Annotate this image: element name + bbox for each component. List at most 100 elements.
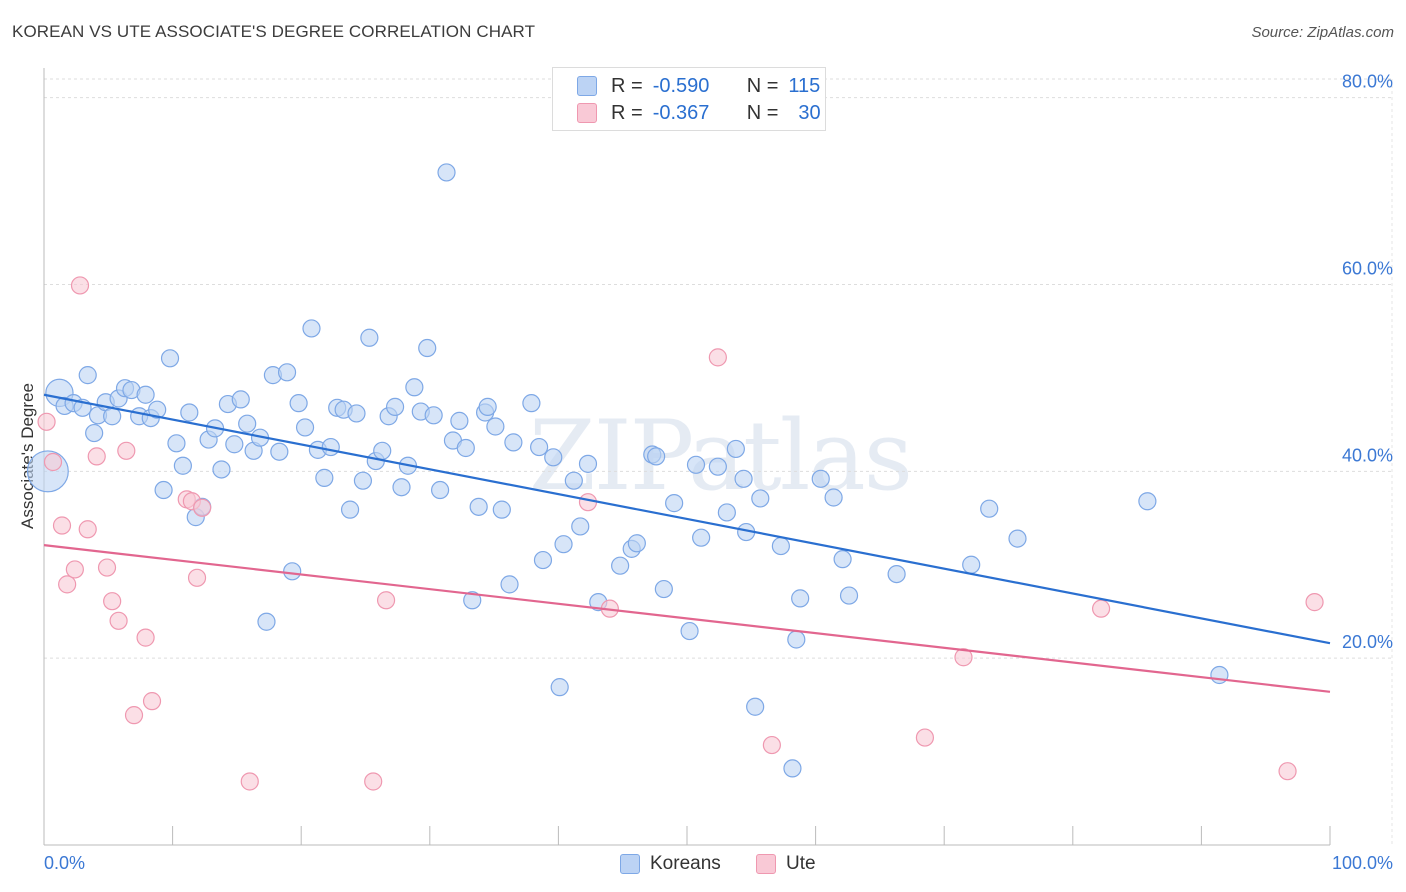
ute-trend-line	[43, 544, 1331, 693]
ute-point	[762, 735, 781, 755]
ute-point	[954, 648, 973, 667]
korean-point	[385, 397, 405, 416]
korean-point	[225, 435, 244, 454]
korean-point	[962, 555, 981, 574]
ute-point	[915, 728, 935, 747]
legend-row-koreans: R = -0.590 N = 115	[577, 74, 820, 98]
y-tick-label: 20.0%	[1342, 632, 1393, 652]
source-credit: Source: ZipAtlas.com	[1251, 24, 1394, 41]
korean-point	[277, 363, 297, 382]
korean-point	[708, 457, 727, 476]
koreans-swatch	[577, 76, 597, 96]
korean-point	[315, 468, 334, 487]
x-tick-label: 0.0%	[44, 853, 85, 873]
correlation-legend: R = -0.590 N = 115 R = -0.367 N = 30	[552, 67, 826, 131]
korean-point	[791, 589, 810, 608]
korean-point	[321, 437, 340, 457]
y-tick-label: 80.0%	[1342, 72, 1393, 92]
ute-point	[70, 276, 90, 295]
korean-point	[295, 418, 315, 437]
korean-point	[654, 579, 673, 599]
korean-point	[450, 411, 469, 430]
r-label: R =	[611, 101, 643, 124]
korean-point	[160, 349, 180, 368]
korean-point	[302, 319, 321, 338]
korean-point	[647, 447, 666, 466]
ute-point	[708, 348, 727, 367]
korean-point	[726, 439, 745, 459]
trend-lines	[43, 393, 1331, 693]
korean-point	[824, 488, 843, 507]
ute-point	[1091, 599, 1111, 618]
ute-point	[578, 493, 598, 512]
korean-point	[887, 564, 906, 584]
ute-point	[87, 447, 106, 466]
korean-point	[238, 414, 257, 433]
korean-point	[392, 478, 411, 497]
korean-point	[148, 400, 167, 419]
korean-point	[257, 612, 276, 631]
koreans-swatch	[620, 854, 640, 874]
n-value: 115	[788, 74, 821, 97]
korean-point	[611, 556, 630, 575]
korean-point	[167, 434, 186, 453]
korean-point	[833, 550, 852, 569]
ute-point	[109, 611, 128, 630]
y-tick-label: 40.0%	[1342, 445, 1393, 465]
korean-point	[771, 536, 790, 556]
ute-point	[193, 498, 212, 517]
ute-swatch	[756, 854, 776, 874]
korean-point	[550, 678, 569, 697]
ute-point	[37, 412, 56, 431]
korean-point	[686, 455, 706, 474]
koreans-points	[26, 163, 1229, 778]
korean-point	[486, 417, 505, 436]
legend-row-ute: R = -0.367 N = 30	[577, 101, 821, 125]
korean-point	[783, 759, 802, 778]
chart-title: KOREAN VS UTE ASSOCIATE'S DEGREE CORRELA…	[12, 22, 536, 41]
ute-point	[1305, 593, 1324, 612]
korean-point	[522, 394, 541, 413]
korean-point	[692, 528, 711, 547]
watermark: ZIPatlas	[529, 400, 911, 512]
korean-point	[418, 338, 437, 358]
korean-point	[347, 404, 366, 423]
korean-point	[554, 535, 573, 554]
n-value: 30	[798, 101, 821, 124]
korean-point	[136, 385, 155, 404]
r-value: -0.590	[652, 74, 710, 97]
ute-point	[376, 591, 396, 610]
korean-point	[212, 460, 231, 479]
korean-point	[578, 454, 598, 473]
korean-point	[78, 366, 97, 385]
ute-point	[103, 592, 122, 611]
x-tick-label: 100.0%	[1332, 853, 1393, 873]
korean-point	[469, 497, 488, 516]
ute-point	[43, 452, 63, 472]
korean-point	[373, 441, 392, 460]
korean-point	[289, 394, 308, 413]
korean-point	[478, 397, 497, 416]
ute-points	[37, 276, 1324, 791]
ute-point	[65, 560, 84, 579]
korean-point	[173, 456, 192, 475]
korean-point	[571, 517, 590, 536]
korean-point	[1008, 529, 1027, 548]
korean-point	[751, 489, 770, 508]
korean-point	[717, 503, 736, 522]
korean-point	[746, 697, 765, 716]
korean-point	[665, 494, 684, 513]
korean-point	[456, 438, 475, 458]
korean-point	[533, 550, 553, 570]
ute-point	[187, 568, 207, 587]
n-label: N =	[746, 74, 779, 97]
korean-point	[154, 480, 173, 500]
korean-point	[405, 378, 424, 397]
r-label: R =	[611, 74, 643, 97]
korean-point	[492, 500, 511, 519]
n-label: N =	[746, 101, 779, 124]
ute-point	[240, 772, 259, 791]
korean-point	[437, 163, 456, 182]
korean-point	[504, 433, 523, 452]
